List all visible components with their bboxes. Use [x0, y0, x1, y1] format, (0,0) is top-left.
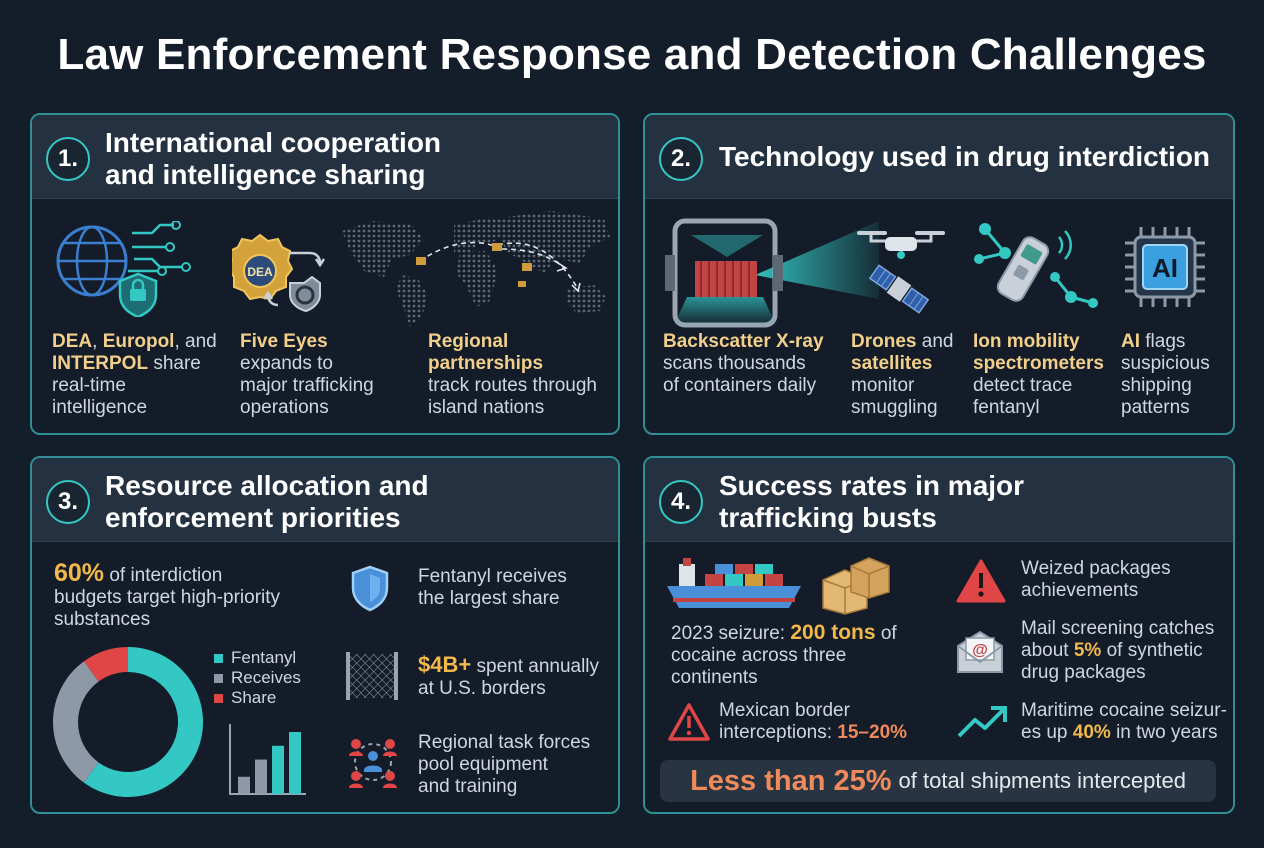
panel-header: 3. Resource allocation and enforcement p… [32, 458, 618, 542]
mail-screening-value: 5% [1073, 640, 1102, 661]
seizure-value: 200 tons [790, 621, 876, 644]
border-fence-icon [346, 652, 398, 700]
maritime-value: 40% [1072, 722, 1111, 743]
mexican-border-value: 15–20% [837, 722, 908, 743]
legend-item: Share [214, 688, 301, 708]
panel-header: 2. Technology used in drug interdiction [645, 115, 1233, 199]
border-spending-value: $4B+ [418, 652, 472, 677]
donut-slice-share [83, 647, 128, 682]
drones-text: Drones and satellites monitor smuggling [851, 331, 954, 418]
legend-item: Fentanyl [214, 648, 301, 668]
regional-partnerships-text: Regional partnerships track routes throu… [428, 331, 597, 418]
bar-1 [238, 776, 250, 794]
chart-legend: Fentanyl Receives Share [214, 648, 301, 708]
xray-scanner-icon [665, 218, 879, 328]
legend-swatch [214, 653, 223, 663]
section-number: 4. [659, 480, 703, 524]
weized-packages-text: Weized packages achievements [1021, 558, 1171, 601]
warning-red-icon [956, 559, 1006, 603]
drone-satellite-icon [857, 231, 945, 314]
shield-icon [351, 565, 389, 612]
budget-stat-value: 60% [54, 559, 105, 587]
fentanyl-share-text: Fentanyl receives the largest share [418, 566, 567, 609]
section-number: 1. [46, 137, 90, 181]
budget-donut-chart [52, 647, 203, 797]
seizure-2023-text: 2023 seizure: 200 tons of cocaine across… [671, 621, 897, 689]
section-heading-line1: Success rates in major [719, 470, 1025, 501]
mail-screening-text: Mail screening catches about 5% of synth… [1021, 618, 1215, 683]
section-heading-line2: enforcement priorities [105, 502, 401, 533]
globe-lock-network-icon [56, 221, 191, 317]
world-map-routes-icon [342, 211, 610, 327]
legend-swatch [214, 693, 223, 703]
section-heading-line1: International cooperation [105, 127, 442, 158]
ai-text: AI flags suspicious shipping patterns [1121, 331, 1210, 418]
panel-technology: 2. Technology used in drug interdiction … [643, 113, 1235, 435]
mexican-border-text: Mexican border interceptions: 15–20% [719, 700, 908, 743]
task-forces-text: Regional task forces pool equipment and … [418, 732, 591, 797]
budget-stat-text: 60% of interdiction budgets target high-… [54, 559, 281, 631]
cargo-ship-packages-icon [667, 557, 890, 615]
section-heading-line1: Resource allocation and [105, 470, 429, 501]
donut-slice-receives [52, 661, 99, 783]
five-eyes-text: Five Eyes expands to major trafficking o… [240, 331, 374, 418]
donut-slice-fentanyl [83, 647, 203, 797]
section-number: 3. [46, 480, 90, 524]
intel-sharing-text: DEA, Europol, and INTERPOL share real-ti… [52, 331, 217, 418]
page-title: Law Enforcement Response and Detection C… [57, 30, 1207, 79]
panel-header: 4. Success rates in major trafficking bu… [645, 458, 1233, 542]
spectrometer-icon [974, 223, 1098, 308]
panel-resource-allocation: 3. Resource allocation and enforcement p… [30, 456, 620, 814]
warning-outline-icon [668, 703, 710, 741]
panel-international-cooperation: 1. International cooperation and intelli… [30, 113, 620, 435]
spectrometer-text: Ion mobility spectrometers detect trace … [973, 331, 1104, 418]
backscatter-text: Backscatter X-ray scans thousands of con… [663, 331, 824, 396]
bar-2 [255, 759, 267, 794]
legend-swatch [214, 673, 223, 683]
svg-text:@: @ [972, 642, 988, 659]
trend-up-icon [957, 706, 1007, 738]
maritime-seizures-text: Maritime cocaine seizur- es up 40% in tw… [1021, 700, 1227, 743]
banner-text: of total shipments intercepted [898, 768, 1186, 793]
budget-bar-chart [229, 724, 306, 795]
section-heading-line2: trafficking busts [719, 502, 937, 533]
panel-success-rates: 4. Success rates in major trafficking bu… [643, 456, 1235, 814]
task-force-icon [349, 739, 397, 788]
interception-summary-banner: Less than 25% of total shipments interce… [660, 760, 1216, 802]
badge-exchange-icon: DEA [232, 233, 326, 313]
section-heading-line2: and intelligence sharing [105, 159, 426, 190]
legend-item: Receives [214, 668, 301, 688]
ai-chip-icon: AI [1125, 227, 1205, 307]
panel-header: 1. International cooperation and intelli… [32, 115, 618, 199]
border-spending-text: $4B+ spent annually at U.S. borders [418, 652, 600, 700]
badge-dea-label: DEA [247, 265, 273, 279]
section-heading: Technology used in drug interdiction [719, 141, 1211, 172]
section-number: 2. [659, 137, 703, 181]
bar-4 [289, 732, 301, 794]
bar-3 [272, 745, 284, 794]
mail-at-icon: @ [957, 630, 1003, 673]
ai-chip-label: AI [1152, 253, 1178, 283]
banner-value: Less than 25% [690, 764, 892, 797]
